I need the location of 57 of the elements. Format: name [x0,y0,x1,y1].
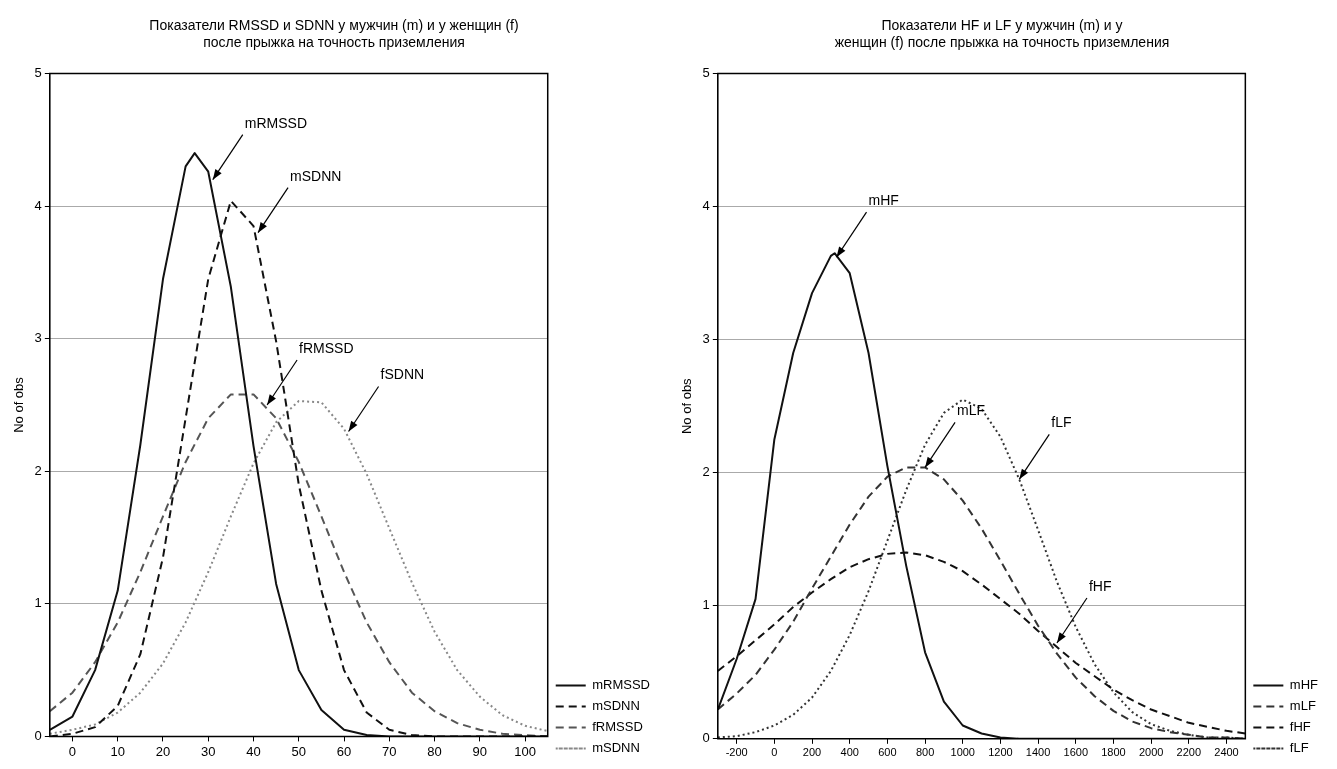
y-tick-label: 3 [34,330,42,346]
annotation: mHF [868,192,899,209]
x-tick-label: 1000 [950,746,975,759]
x-tick-label: 1800 [1101,746,1126,759]
annotation: fLF [1051,414,1072,431]
x-tick-label: 50 [291,743,307,759]
x-tick-label: 1600 [1063,746,1089,759]
x-tick-label: 70 [382,743,397,759]
y-tick-label: 5 [702,65,710,81]
x-tick-label: 2000 [1138,746,1164,759]
y-tick-label: 3 [702,331,710,347]
legend-label: mHF [1289,677,1319,693]
y-axis-title: No of obs [679,377,695,435]
x-tick-label: 400 [840,746,859,759]
legend-label: mSDNN [592,740,640,756]
x-tick-label: -200 [725,746,748,759]
y-tick-label: 0 [34,727,42,743]
legend-label: fRMSSD [592,719,643,735]
x-tick-label: 800 [915,746,935,759]
x-tick-label: 80 [427,743,442,759]
x-tick-label: 20 [155,743,171,759]
y-tick-label: 0 [702,730,710,746]
y-tick-label: 2 [702,464,710,480]
y-tick-label: 5 [34,65,42,81]
x-tick-label: 40 [246,743,261,759]
x-tick-label: 60 [336,743,352,759]
annotation: mSDNN [290,167,342,184]
chart-title: Показатели RMSSD и SDNN у мужчин (m) и у женщин (f) после прыжка на точность приземления [149,17,519,51]
x-tick-label: 600 [878,746,897,759]
x-tick-label: 0 [771,746,778,759]
x-tick-label: 0 [68,743,77,759]
legend-label: fLF [1289,740,1309,756]
x-tick-label: 2200 [1176,746,1202,759]
annotation: fHF [1088,577,1112,594]
y-tick-label: 1 [702,597,710,613]
x-tick-label: 1200 [988,746,1013,759]
x-tick-label: 30 [201,743,216,759]
annotation: mLF [957,402,986,419]
annotation: fRMSSD [299,339,354,356]
annotation: fSDNN [380,366,425,383]
x-tick-label: 2400 [1214,746,1239,759]
chart-title: Показатели HF и LF у мужчин (m) и у женщин (f) после прыжка на точность приземления [834,17,1170,51]
y-tick-label: 4 [702,198,710,214]
annotation: mRMSSD [244,114,308,131]
y-tick-label: 4 [34,197,42,213]
x-tick-label: 90 [472,743,488,759]
x-tick-label: 100 [514,743,536,759]
x-tick-label: 10 [110,743,125,759]
y-axis-title: No of obs [11,376,27,433]
x-tick-label: 200 [802,746,822,759]
x-tick-label: 1400 [1025,746,1051,759]
legend-label: fHF [1289,719,1311,735]
y-tick-label: 1 [34,595,42,611]
y-tick-label: 2 [34,462,42,478]
legend-label: mRMSSD [592,677,650,693]
legend-label: mSDNN [592,698,640,714]
legend-label: mLF [1289,698,1316,714]
